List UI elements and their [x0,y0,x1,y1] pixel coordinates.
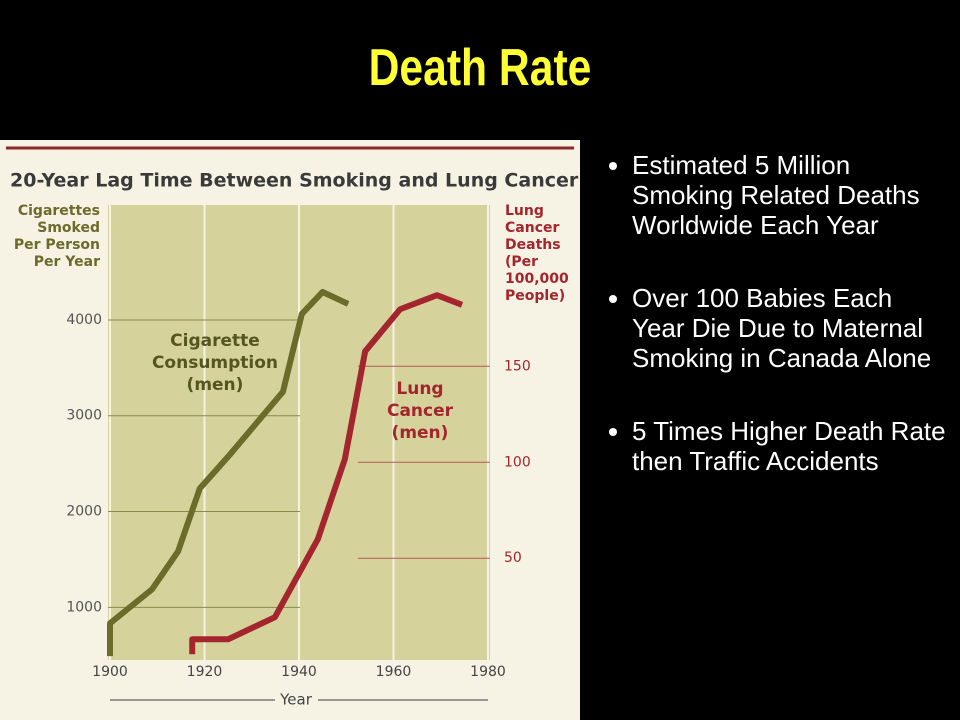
series-line [107,288,350,657]
y-tick-label: 2000 [66,504,102,520]
bullet-list: Estimated 5 Million Smoking Related Deat… [592,150,947,519]
bullet: 5 Times Higher Death Rate then Traffic A… [632,416,947,476]
y2-tick-label: 100 [504,454,531,470]
x-tick-label: 1980 [470,664,506,680]
chart: 20-Year Lag Time Between Smoking and Lun… [0,140,580,720]
series-line [189,292,464,655]
y-tick-label: 3000 [66,408,102,424]
y2-tick-label: 150 [504,358,531,374]
y-tick-label: 4000 [66,312,102,328]
x-tick-label: 1960 [376,664,412,680]
y-axis-title: Cigarettes Smoked Per Person Per Year [13,203,100,270]
y-tick-label: 1000 [66,599,102,615]
y2-tick-label: 50 [504,550,522,566]
x-tick-label: 1900 [92,664,128,680]
bullet: Over 100 Babies Each Year Die Due to Mat… [632,283,947,373]
x-tick-label: 1920 [187,664,223,680]
y2-axis-title: Lung Cancer Deaths (Per 100,000 People) [505,203,569,304]
series-label: Lung Cancer (men) [386,379,454,443]
bullet: Estimated 5 Million Smoking Related Deat… [632,150,947,240]
x-axis-title: Year [279,691,313,709]
x-tick-label: 1940 [281,664,317,680]
chart-title: 20-Year Lag Time Between Smoking and Lun… [10,170,579,192]
slide-title: Death Rate [368,39,592,97]
series-label: Cigarette Consumption (men) [151,331,279,395]
